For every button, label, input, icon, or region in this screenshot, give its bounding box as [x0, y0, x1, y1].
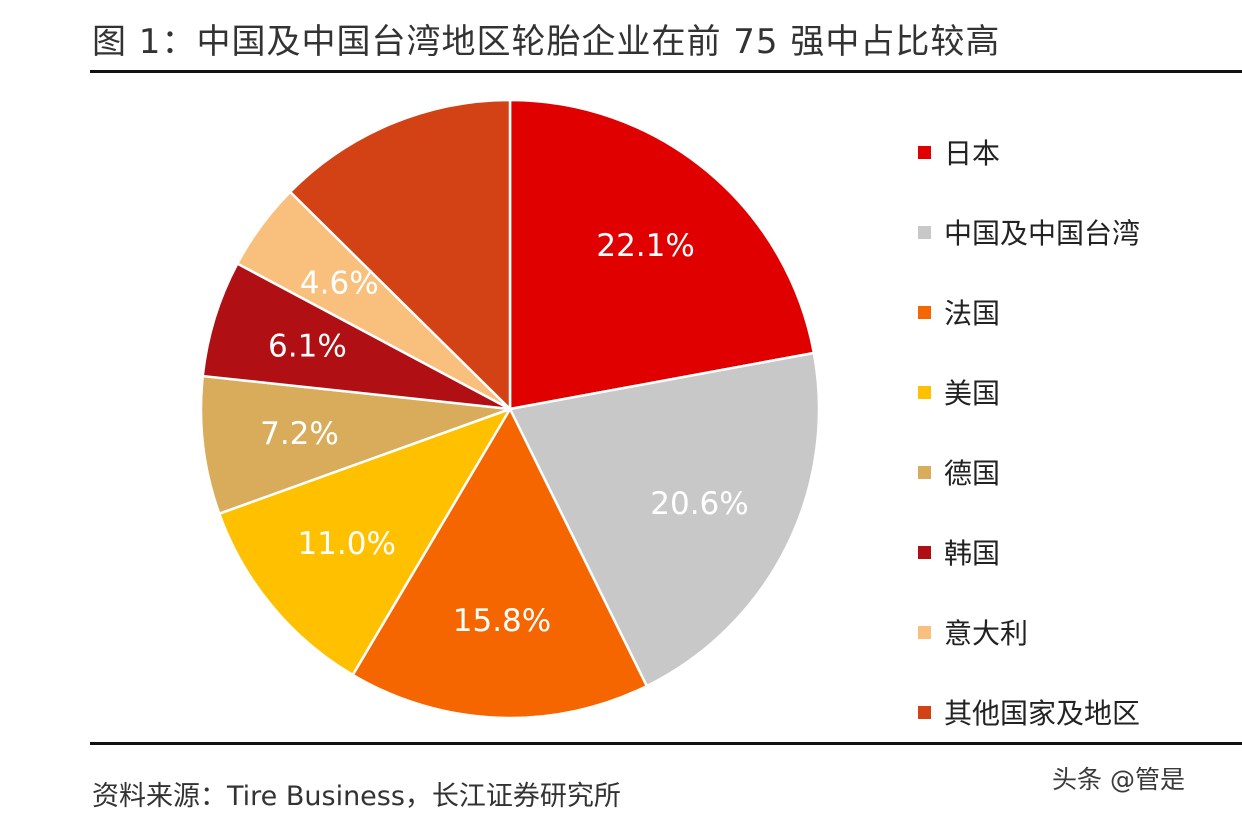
slice-data-label: 11.0%	[297, 526, 395, 562]
legend-item: 德国	[918, 432, 1238, 512]
pie-slice	[288, 98, 512, 411]
legend-item: 美国	[918, 352, 1238, 432]
bottom-divider	[90, 742, 1242, 745]
pie-slice	[201, 262, 512, 411]
slice-data-label: 22.1%	[596, 228, 694, 264]
chart-title: 图 1：中国及中国台湾地区轮胎企业在前 75 强中占比较高	[92, 22, 1001, 62]
pie-slice	[199, 374, 512, 515]
legend-item: 日本	[918, 112, 1238, 192]
legend-swatch	[918, 385, 931, 399]
slice-data-label: 6.1%	[268, 329, 347, 365]
legend-swatch	[918, 465, 931, 479]
legend-label: 日本	[944, 137, 1001, 170]
legend-item: 中国及中国台湾	[918, 192, 1238, 272]
legend-item: 意大利	[918, 592, 1238, 672]
legend-label: 美国	[944, 377, 1001, 410]
legend-item: 韩国	[918, 512, 1238, 592]
legend-item: 法国	[918, 272, 1238, 352]
watermark: 头条 @管是	[1052, 765, 1185, 794]
pie-slice	[218, 407, 512, 677]
legend-label: 中国及中国台湾	[944, 217, 1141, 250]
pie-slice	[508, 98, 816, 411]
legend-swatch	[918, 305, 931, 319]
slice-data-label: 15.8%	[453, 603, 551, 639]
slice-data-label: 7.2%	[260, 416, 339, 452]
legend-swatch	[918, 705, 931, 719]
top-divider	[90, 70, 1242, 73]
legend-label: 德国	[944, 457, 1001, 490]
slice-data-label: 4.6%	[300, 265, 379, 301]
legend-label: 法国	[944, 297, 1001, 330]
legend-swatch	[918, 225, 931, 239]
legend-swatch	[918, 545, 931, 559]
source-note: 资料来源：Tire Business，长江证券研究所	[92, 781, 621, 812]
slice-data-label: 20.6%	[650, 486, 748, 522]
legend-label: 意大利	[944, 617, 1029, 650]
legend-swatch	[918, 625, 931, 639]
legend-item: 其他国家及地区	[918, 672, 1238, 752]
pie-slice	[351, 407, 649, 720]
pie-slice	[508, 351, 821, 688]
legend-swatch	[918, 145, 931, 159]
legend-label: 其他国家及地区	[944, 697, 1141, 730]
legend-label: 韩国	[944, 537, 1001, 570]
legend: 日本 中国及中国台湾 法国 美国 德国 韩国 意大利 其他国家及地区	[918, 112, 1238, 752]
